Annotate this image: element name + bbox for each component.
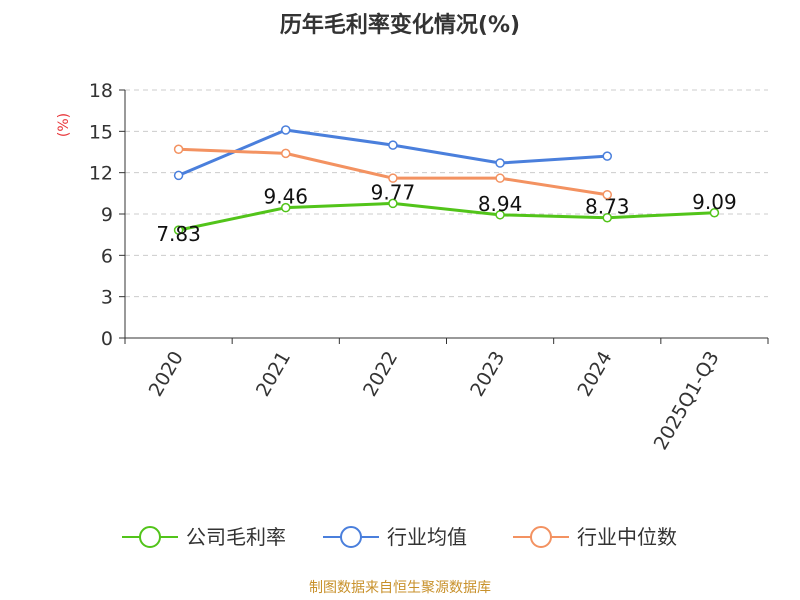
y-tick-label-12: 12 bbox=[89, 163, 113, 185]
data-point-0-0 bbox=[173, 225, 184, 235]
x-tick-label-2021: 2021 bbox=[252, 348, 295, 401]
legend-marker-2 bbox=[530, 526, 552, 548]
y-tick-label-0: 0 bbox=[101, 328, 113, 350]
data-point-2-0 bbox=[173, 144, 184, 154]
data-point-2-4 bbox=[602, 189, 612, 200]
data-point-0-3 bbox=[495, 210, 505, 220]
data-label-0-0: 7.83 bbox=[156, 222, 201, 246]
grid-lines bbox=[125, 89, 768, 298]
y-tick-label-6: 6 bbox=[101, 245, 113, 267]
legend-item-0: 公司毛利率 bbox=[122, 525, 286, 549]
source-note: 制图数据来自恒生聚源数据库 bbox=[309, 580, 491, 596]
data-point-0-1 bbox=[281, 202, 291, 213]
y-tick-label-3: 3 bbox=[101, 287, 113, 309]
chart-title: 历年毛利率变化情况(%) bbox=[280, 12, 520, 38]
legend-item-2: 行业中位数 bbox=[513, 525, 677, 549]
legend-item-1: 行业均值 bbox=[323, 525, 467, 549]
y-axis-unit: (%) bbox=[56, 113, 72, 137]
y-tick-label-15: 15 bbox=[89, 121, 113, 143]
series-0: 7.839.46 9.77 8.94 8.73 9.09 bbox=[156, 180, 736, 246]
data-label-0-5: 9.09 bbox=[692, 190, 737, 214]
y-tick-label-9: 9 bbox=[101, 204, 113, 226]
data-point-1-1 bbox=[281, 125, 291, 135]
legend-label-1: 行业均值 bbox=[387, 525, 467, 549]
series-line-0 bbox=[178, 201, 715, 232]
series-1 bbox=[173, 125, 612, 181]
data-point-0-2 bbox=[388, 198, 398, 209]
data-point-2-1 bbox=[281, 148, 291, 159]
x-tick-label-2025Q1-Q3: 2025Q1-Q3 bbox=[650, 348, 724, 454]
x-tick-label-2024: 2024 bbox=[573, 348, 616, 401]
y-axis-ticks: 0 3 6 9 12 15 18 bbox=[89, 80, 125, 350]
x-tick-label-2023: 2023 bbox=[466, 348, 509, 401]
data-point-1-4 bbox=[602, 151, 612, 161]
data-point-1-2 bbox=[388, 140, 398, 150]
series-2 bbox=[173, 144, 612, 200]
legend-marker-1 bbox=[340, 526, 362, 548]
y-tick-label-18: 18 bbox=[89, 80, 113, 102]
data-point-2-3 bbox=[495, 173, 505, 183]
legend-marker-0 bbox=[139, 526, 161, 548]
x-tick-label-2020: 2020 bbox=[145, 348, 188, 401]
data-point-0-4 bbox=[602, 212, 612, 223]
legend-label-2: 行业中位数 bbox=[577, 525, 677, 549]
data-point-1-0 bbox=[173, 170, 184, 181]
data-point-0-5 bbox=[709, 208, 720, 218]
series-group: 7.839.46 9.77 8.94 8.73 9.09 bbox=[156, 125, 737, 246]
legend-label-0: 公司毛利率 bbox=[186, 525, 286, 549]
data-label-0-3: 8.94 bbox=[478, 192, 523, 216]
data-label-0-2: 9.77 bbox=[371, 180, 416, 204]
data-label-0-1: 9.46 bbox=[263, 185, 308, 209]
legend: 公司毛利率 行业均值 行业中位数 bbox=[122, 525, 677, 549]
x-tick-label-2022: 2022 bbox=[359, 348, 402, 401]
data-point-2-2 bbox=[388, 173, 398, 183]
x-axis-ticks: 2020 2021 2022 2023 2024 2025Q1-Q3 bbox=[124, 338, 769, 454]
data-point-1-3 bbox=[495, 158, 505, 168]
